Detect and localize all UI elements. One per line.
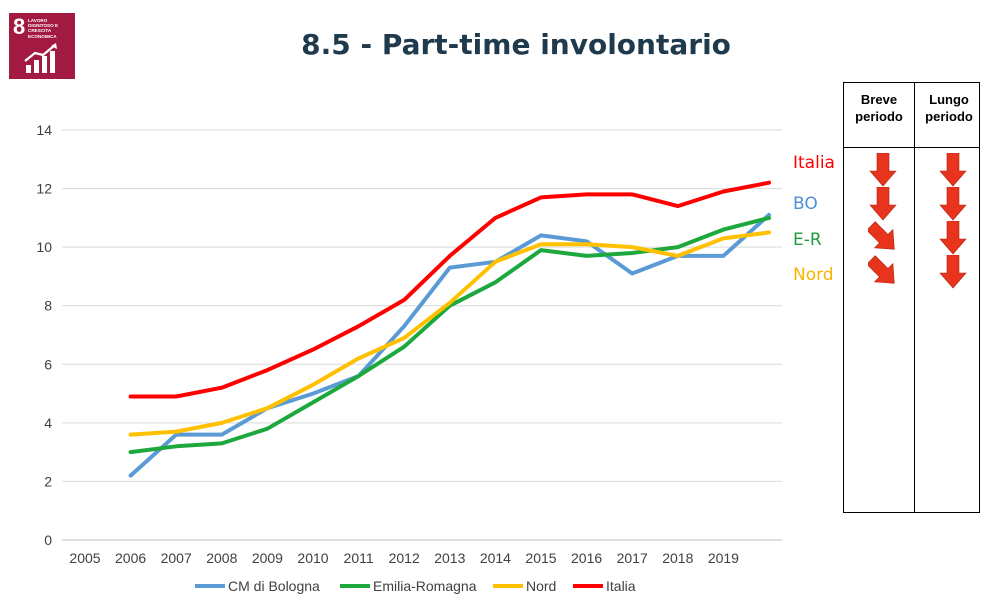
label-bo: BO: [793, 194, 818, 214]
label-er: E-R: [793, 230, 822, 250]
sdg-goal-8-badge: 8 Lavoro dignitoso e crescita economica: [9, 13, 75, 79]
x-tick-label: 2009: [252, 550, 283, 566]
sdg-number: 8: [13, 14, 26, 39]
table-column-divider: [914, 83, 915, 512]
arrow-down-icon: [869, 187, 897, 221]
arrow-down-icon: [939, 187, 967, 221]
x-tick-label: 2012: [389, 550, 420, 566]
header-breve-periodo: Breve periodo: [855, 92, 903, 124]
series-line-italia: [128, 180, 771, 399]
x-tick-label: 2015: [525, 550, 556, 566]
legend-label: Nord: [526, 578, 556, 594]
x-tick-label: 2007: [161, 550, 192, 566]
legend-label: Emilia-Romagna: [373, 578, 477, 594]
arrow-down-icon: [939, 153, 967, 187]
growth-chart-icon: [24, 43, 57, 73]
y-tick-label: 0: [44, 532, 52, 548]
x-tick-label: 2014: [480, 550, 511, 566]
arrow-down-icon: [939, 221, 967, 255]
header-lungo-periodo: Lungo periodo: [925, 92, 973, 124]
x-tick-label: 2010: [297, 550, 328, 566]
page-title: 8.5 - Part-time involontario: [301, 28, 731, 61]
y-tick-label: 12: [36, 181, 52, 197]
table-header-divider: [844, 147, 979, 148]
series-line-emilia-romagna: [128, 215, 771, 455]
series-line-cm-di-bologna: [128, 212, 771, 478]
trend-table: Breve periodo Lungo periodo: [843, 82, 980, 513]
x-tick-label: 2019: [708, 550, 739, 566]
x-tick-label: 2018: [662, 550, 693, 566]
label-italia: Italia: [793, 153, 835, 173]
line-chart: 0 2 4 6 8 10 12 14 2005 2006 2007 2008 2009 2010 2011 2…: [36, 122, 782, 594]
x-tick-label: 2013: [434, 550, 465, 566]
x-tick-label: 2011: [344, 550, 374, 566]
y-tick-label: 8: [44, 298, 52, 314]
y-tick-label: 2: [44, 473, 52, 489]
x-tick-label: 2005: [69, 550, 100, 566]
series-line-nord: [128, 230, 771, 437]
legend-label: CM di Bologna: [228, 578, 320, 594]
arrow-down-right-icon: [868, 255, 895, 284]
sdg-text: Lavoro dignitoso e crescita economica: [28, 18, 59, 39]
x-tick-label: 2017: [617, 550, 648, 566]
arrow-down-right-icon: [868, 221, 895, 250]
y-tick-label: 10: [36, 239, 52, 255]
y-tick-label: 4: [44, 415, 52, 431]
x-tick-label: 2006: [115, 550, 146, 566]
arrow-down-icon: [869, 153, 897, 187]
y-tick-label: 6: [44, 356, 52, 372]
legend-label: Italia: [606, 578, 636, 594]
label-nord: Nord: [793, 265, 834, 285]
x-tick-label: 2016: [571, 550, 602, 566]
arrow-down-icon: [939, 255, 967, 289]
x-tick-label: 2008: [206, 550, 237, 566]
y-tick-label: 14: [36, 122, 52, 138]
